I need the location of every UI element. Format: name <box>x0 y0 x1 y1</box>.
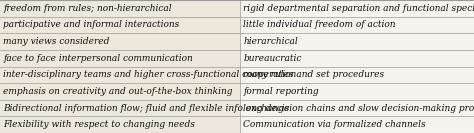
Text: Bidirectional information flow; fluid and flexible info exchange: Bidirectional information flow; fluid an… <box>3 104 290 113</box>
Text: inter-disciplinary teams and higher cross-functional cooperation: inter-disciplinary teams and higher cros… <box>3 70 297 79</box>
Text: formal reporting: formal reporting <box>244 87 319 96</box>
Text: participative and informal interactions: participative and informal interactions <box>3 20 180 29</box>
Text: freedom from rules; non-hierarchical: freedom from rules; non-hierarchical <box>3 4 172 13</box>
Text: little individual freedom of action: little individual freedom of action <box>244 20 396 29</box>
Text: bureaucratic: bureaucratic <box>244 54 302 63</box>
Text: face to face interpersonal communication: face to face interpersonal communication <box>3 54 193 63</box>
Text: long decision chains and slow decision-making process: long decision chains and slow decision-m… <box>244 104 474 113</box>
Text: many rules and set procedures: many rules and set procedures <box>244 70 384 79</box>
Bar <box>240 0 474 133</box>
Text: Flexibility with respect to changing needs: Flexibility with respect to changing nee… <box>3 120 195 129</box>
Text: rigid departmental separation and functional specialization: rigid departmental separation and functi… <box>244 4 474 13</box>
Text: hierarchical: hierarchical <box>244 37 298 46</box>
Text: Communication via formalized channels: Communication via formalized channels <box>244 120 426 129</box>
Text: many views considered: many views considered <box>3 37 110 46</box>
Text: emphasis on creativity and out-of-the-box thinking: emphasis on creativity and out-of-the-bo… <box>3 87 233 96</box>
